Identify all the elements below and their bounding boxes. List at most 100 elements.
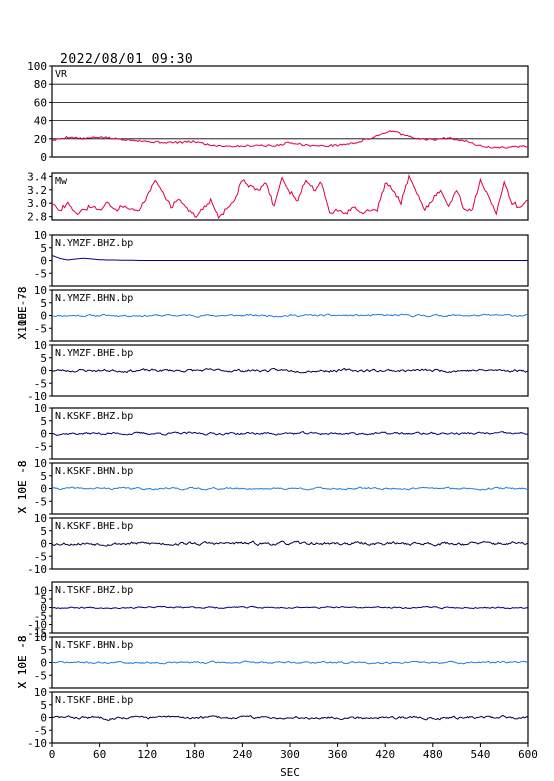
y-tick-label: 3.0: [27, 197, 47, 210]
y-tick-label: 10: [34, 229, 47, 242]
y-tick-label: -10: [27, 390, 47, 403]
panel-label: Mw: [55, 176, 68, 187]
y-tick-label: 0: [40, 602, 47, 615]
y-tick-label: 10: [34, 402, 47, 415]
y-tick-label: 0: [40, 657, 47, 670]
y-tick-label: 5: [40, 470, 47, 483]
x-tick-label: 240: [232, 748, 252, 761]
y-tick-label: 5: [40, 297, 47, 310]
y-tick-label: -5: [34, 322, 47, 335]
y-tick-label: 80: [34, 78, 47, 91]
y-tick-label: 5: [40, 525, 47, 538]
y-tick-label: 60: [34, 96, 47, 109]
x-tick-label: 180: [185, 748, 205, 761]
panel-frame: [51, 65, 529, 158]
y-tick-label: 40: [34, 115, 47, 128]
panel-label: N.TSKF.BHZ.bp: [55, 585, 133, 596]
y-tick-label: -15: [27, 627, 47, 640]
y-scale-label: X 10E -8: [16, 636, 29, 689]
x-tick-label: 120: [137, 748, 157, 761]
series-line: [51, 254, 528, 261]
y-tick-label: -5: [34, 495, 47, 508]
series-line: [51, 660, 529, 665]
panel-label: N.KSKF.BHN.bp: [55, 466, 133, 477]
x-axis: 0 60 120 180 240 300 360 420 480 540 600 SEC: [49, 743, 538, 779]
series-line: [51, 714, 529, 721]
series-line: [51, 605, 529, 610]
panel-label: N.KSKF.BHE.bp: [55, 521, 133, 532]
y-tick-label: 10: [34, 631, 47, 644]
series-line: [51, 486, 529, 491]
panel-frame: [51, 172, 529, 221]
y-scale-label: X 10E -8: [16, 636, 29, 689]
panel-label: N.YMZF.BHE.bp: [55, 348, 133, 359]
y-tick-label: 0: [40, 712, 47, 725]
x-tick-label: 420: [375, 748, 395, 761]
panel-label: N.KSKF.BHZ.bp: [55, 411, 133, 422]
y-tick-label: -10: [27, 563, 47, 576]
y-tick-label: 5: [40, 415, 47, 428]
x-axis-label: SEC: [280, 766, 300, 779]
panel-label: N.YMZF.BHN.bp: [55, 293, 133, 304]
y-tick-label: 5: [40, 352, 47, 365]
y-tick-label: 10: [34, 512, 47, 525]
x-tick-label: 480: [423, 748, 443, 761]
y-tick-label: 10: [34, 585, 47, 598]
y-scale-label: X 10E -8: [16, 636, 29, 689]
y-tick-label: 5: [40, 242, 47, 255]
y-tick-label: 0: [40, 310, 47, 323]
y-tick-label: -5: [34, 669, 47, 682]
series-line: [51, 540, 529, 547]
y-tick-label: 0: [40, 255, 47, 268]
y-tick-label: 10: [34, 284, 47, 297]
y-tick-label: -10: [27, 737, 47, 750]
y-tick-label: 10: [34, 457, 47, 470]
panel-mw: 2.83.03.23.4 Mw: [27, 170, 529, 224]
panel-label: N.TSKF.BHE.bp: [55, 695, 133, 706]
x-tick-label: 300: [280, 748, 300, 761]
y-tick-label: 0: [40, 365, 47, 378]
x-tick-label: 60: [93, 748, 106, 761]
panel-label: N.YMZF.BHZ.bp: [55, 238, 133, 249]
y-scale-label: X 10E -8: [16, 461, 29, 514]
y-tick-label: -5: [34, 440, 47, 453]
y-tick-label: -5: [34, 610, 47, 623]
series-line: [51, 173, 529, 220]
y-scale-label: X 10E -8: [16, 287, 29, 340]
y-tick-label: -5: [34, 550, 47, 563]
y-tick-label: 10: [34, 686, 47, 699]
y-tick-label: 20: [34, 133, 47, 146]
series-line: [51, 431, 529, 436]
y-tick-label: 5: [40, 644, 47, 657]
x-tick-label: 600: [518, 748, 538, 761]
y-tick-label: -5: [34, 724, 47, 737]
y-scale-label: X 10E -8: [16, 461, 29, 514]
y-tick-label: 2.8: [27, 211, 47, 224]
y-scale-label: 10E -7: [16, 293, 29, 333]
y-tick-label: 0: [40, 538, 47, 551]
y-scale-label: X 10E -8: [16, 461, 29, 514]
y-scale-label: X 10E -8: [16, 287, 29, 340]
x-tick-label: 540: [470, 748, 490, 761]
y-tick-label: -10: [27, 619, 47, 632]
y-tick-label: 10: [34, 339, 47, 352]
y-tick-label: -5: [34, 267, 47, 280]
panel-vr: 0 20 40 60 80 100 VR: [27, 60, 529, 164]
panel-label: N.TSKF.BHN.bp: [55, 640, 133, 651]
series-line: [51, 367, 529, 374]
y-tick-label: 3.4: [27, 170, 47, 183]
panel-label: VR: [55, 69, 68, 80]
y-tick-label: 3.2: [27, 184, 47, 197]
y-tick-label: -5: [34, 377, 47, 390]
y-tick-label: 5: [40, 699, 47, 712]
